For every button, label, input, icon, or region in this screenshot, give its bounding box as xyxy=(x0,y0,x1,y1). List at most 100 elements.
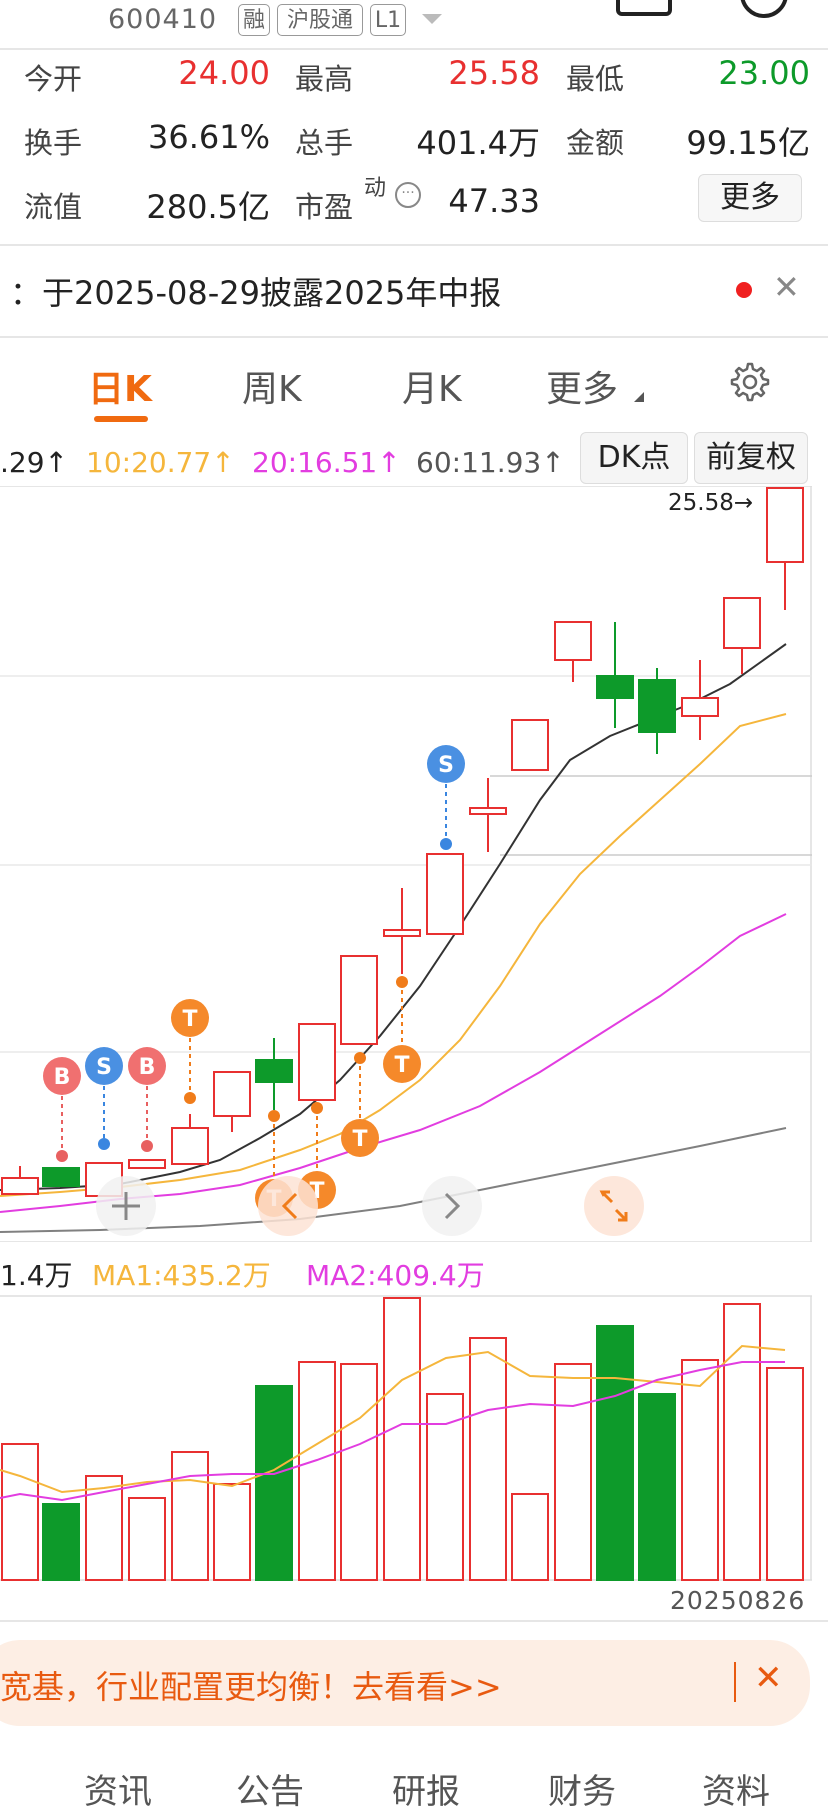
scroll-right-button[interactable] xyxy=(422,1176,482,1236)
divider xyxy=(0,1620,828,1622)
stock-code: 600410 xyxy=(108,4,218,35)
volume-bar xyxy=(638,1393,676,1581)
watchlist-icon[interactable] xyxy=(616,0,672,16)
ma60-legend: 60:11.93↑ xyxy=(416,446,565,479)
candle xyxy=(638,679,676,733)
tab-weekly-k[interactable]: 周K xyxy=(242,369,302,410)
level-tag: L1 xyxy=(370,4,406,36)
candle xyxy=(723,597,761,649)
candle xyxy=(766,487,804,563)
high-label: 最高 xyxy=(295,62,354,96)
tab-more[interactable]: 更多 xyxy=(546,369,619,410)
float-cap-label: 流值 xyxy=(24,190,83,224)
search-icon[interactable] xyxy=(740,0,788,18)
info-icon[interactable]: ··· xyxy=(395,182,421,208)
divider xyxy=(0,244,828,246)
tab-profile[interactable]: 资料 xyxy=(702,1772,770,1812)
buy-signal[interactable]: B xyxy=(54,1065,71,1090)
ma10-legend: 10:20.77↑ xyxy=(86,446,235,479)
divider xyxy=(0,48,828,50)
connect-tag: 沪股通 xyxy=(277,4,363,36)
volume-bar xyxy=(42,1503,80,1581)
banner-separator xyxy=(734,1662,736,1702)
open-label: 今开 xyxy=(24,62,83,96)
volume-bar xyxy=(596,1325,634,1581)
t-signal[interactable]: T xyxy=(182,1007,197,1032)
float-cap-value: 280.5亿 xyxy=(146,188,270,226)
ma5-legend: .29↑ xyxy=(0,446,68,479)
turnover-value: 36.61% xyxy=(147,118,270,156)
volume-bars xyxy=(1,1297,804,1581)
volume-bar xyxy=(1,1443,39,1581)
candle xyxy=(213,1071,251,1117)
tab-finance[interactable]: 财务 xyxy=(548,1772,616,1812)
candles xyxy=(1,487,804,1197)
tab-announcements[interactable]: 公告 xyxy=(236,1772,304,1812)
signal-markers[interactable]: B S B T S T T T T xyxy=(43,745,465,1217)
volume-ma2-line xyxy=(0,1361,785,1502)
report-notice[interactable]: ：于2025-08-29披露2025年中报 xyxy=(10,274,502,312)
scroll-left-button[interactable] xyxy=(258,1176,318,1236)
low-value: 23.00 xyxy=(718,54,810,92)
candle xyxy=(469,807,507,815)
volume-value: 401.4万 xyxy=(416,124,540,162)
ma10-line xyxy=(0,713,787,1197)
dropdown-caret-icon[interactable] xyxy=(422,14,442,24)
high-value: 25.58 xyxy=(448,54,540,92)
fullscreen-button[interactable] xyxy=(584,1176,644,1236)
volume-chart[interactable] xyxy=(0,1294,812,1584)
volume-bar xyxy=(255,1385,293,1581)
volume-bar xyxy=(469,1337,507,1581)
promo-banner-text[interactable]: 宽基，行业配置更均衡！去看看>> xyxy=(0,1668,502,1706)
volume-bar xyxy=(383,1297,421,1581)
t-signal[interactable]: T xyxy=(394,1053,409,1078)
promo-banner[interactable] xyxy=(0,1640,810,1726)
amount-value: 99.15亿 xyxy=(686,124,810,162)
divider xyxy=(0,336,828,338)
low-label: 最低 xyxy=(566,62,625,96)
volume-legend: 1.4万 xyxy=(0,1259,73,1292)
tab-research[interactable]: 研报 xyxy=(392,1772,460,1812)
buy-signal[interactable]: B xyxy=(139,1055,156,1080)
ma20-legend: 20:16.51↑ xyxy=(252,446,401,479)
tab-active-indicator xyxy=(94,416,148,422)
volume-ma2-legend: MA2:409.4万 xyxy=(306,1259,485,1292)
candle xyxy=(128,1159,166,1169)
amount-label: 金额 xyxy=(566,126,625,160)
pe-value: 47.33 xyxy=(448,182,540,220)
sell-signal[interactable]: S xyxy=(96,1055,112,1080)
volume-ma1-legend: MA1:435.2万 xyxy=(92,1259,271,1292)
tab-monthly-k[interactable]: 月K xyxy=(402,369,462,410)
volume-bar xyxy=(511,1493,549,1581)
adjust-mode-button[interactable]: 前复权 xyxy=(694,432,808,484)
volume-bar xyxy=(213,1483,251,1581)
sell-signal[interactable]: S xyxy=(438,753,454,778)
candle xyxy=(171,1127,209,1165)
close-notice-icon[interactable]: ✕ xyxy=(773,268,800,306)
volume-bar xyxy=(766,1367,804,1581)
settings-gear-icon[interactable] xyxy=(730,362,770,402)
volume-bar xyxy=(298,1361,336,1581)
candle xyxy=(426,853,464,935)
volume-bar xyxy=(681,1359,719,1581)
candle xyxy=(42,1167,80,1187)
t-signal[interactable]: T xyxy=(352,1127,367,1152)
pe-label: 市盈 xyxy=(295,190,354,224)
high-price-annotation: 25.58→ xyxy=(668,490,753,516)
kline-chart[interactable]: 25.58→ B S B T S T T T xyxy=(0,486,812,1242)
candle xyxy=(596,675,634,699)
dk-points-button[interactable]: DK点 xyxy=(580,432,688,484)
turnover-label: 换手 xyxy=(24,126,83,160)
more-quote-button[interactable]: 更多 xyxy=(698,174,802,222)
candle xyxy=(298,1023,336,1101)
tab-more-corner-icon xyxy=(634,392,644,402)
tab-daily-k[interactable]: 日K xyxy=(88,369,152,410)
pe-dynamic-sup: 动 xyxy=(364,176,387,201)
volume-bar xyxy=(723,1303,761,1581)
close-banner-icon[interactable]: ✕ xyxy=(754,1658,783,1698)
candle xyxy=(511,719,549,771)
candle xyxy=(681,697,719,717)
volume-bar xyxy=(426,1393,464,1581)
tab-news[interactable]: 资讯 xyxy=(84,1772,152,1812)
open-value: 24.00 xyxy=(178,54,270,92)
